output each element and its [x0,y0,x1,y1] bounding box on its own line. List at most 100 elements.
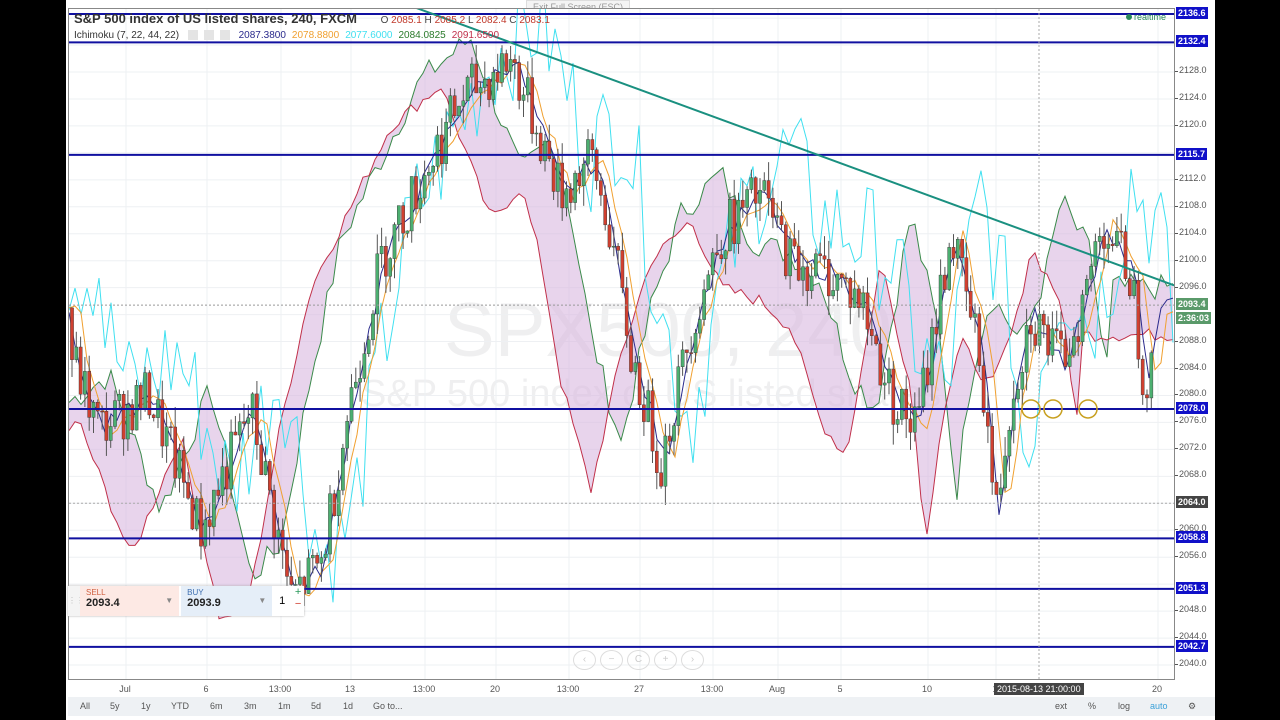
candle-body [358,378,362,383]
candle-body [1024,325,1029,373]
candle-body [298,576,302,585]
candle-body [134,385,139,431]
candle-body [814,253,818,277]
candle-body [775,215,779,218]
candle-body [689,352,693,354]
candle-body [1072,336,1076,356]
chevron-down-icon[interactable]: ▼ [165,596,174,605]
range-button-ytd[interactable]: YTD [171,701,189,711]
range-button-5d[interactable]: 5d [311,701,322,711]
candle-body [229,431,233,490]
last-price-label: 2093.4 [1176,298,1208,311]
candle-body [1110,243,1115,247]
settings-icon[interactable] [187,30,198,41]
candle-body [1127,278,1132,297]
candle-body [1119,230,1123,233]
candle-body [878,343,883,386]
range-button-3m[interactable]: 3m [244,701,257,711]
range-button-5y[interactable]: 5y [110,701,120,711]
candle-body [461,100,466,107]
buy-button[interactable]: BUY 2093.9 ▼ [181,586,273,616]
candle-body [138,385,143,410]
indicator-value: 2091.6500 [451,30,500,41]
candle-body [362,353,367,379]
quantity-input[interactable]: 1 [279,595,286,607]
candle-body [78,346,83,395]
candle-body [332,493,337,517]
candle-body [586,139,590,165]
chevron-down-icon[interactable]: ▼ [258,596,267,605]
indicator-name[interactable]: Ichimoku (7, 22, 44, 22) [74,30,180,41]
time-tick: 10 [921,684,933,694]
sell-button[interactable]: SELL 2093.4 ▼ [80,586,180,616]
scale-toggle-log[interactable]: log [1118,701,1131,711]
candle-body [822,255,827,260]
scroll-right-button[interactable]: › [681,650,704,670]
candle-body [960,238,964,258]
candle-body [758,190,762,204]
trend-line [416,9,1174,287]
trade-panel: ⋮⋮ SELL 2093.4 ▼ BUY 2093.9 ▼ 1 + − [68,586,304,616]
time-tick: Jul [119,684,131,694]
candle-body [1093,241,1098,267]
zoom-in-button[interactable]: + [654,650,677,670]
format-icon[interactable] [203,30,214,41]
price-tick: 2088.0 [1175,334,1207,345]
candle-body [259,444,264,475]
candle-body [624,287,629,336]
indicator-legend: Ichimoku (7, 22, 44, 22) 2087.3800 2078.8… [74,30,511,41]
candle-body [723,250,728,260]
l-label: L [467,15,474,26]
scale-toggle-auto[interactable]: auto [1150,701,1168,711]
close-value: 2083.1 [519,15,550,26]
chart-plot-area[interactable]: SPX500, 240 S&P 500 index of US listed s… [68,8,1175,680]
scroll-left-button[interactable]: ‹ [573,650,596,670]
candle-body [629,335,633,372]
range-button-1m[interactable]: 1m [278,701,291,711]
scale-toggle-ext[interactable]: ext [1055,701,1068,711]
candle-body [667,435,672,442]
candle-body [203,519,208,547]
candle-body [1149,352,1154,399]
candle-body [659,472,663,487]
candle-body [409,176,414,232]
scale-toggle-percent[interactable]: % [1088,701,1097,711]
open-value: 2085.1 [391,15,422,26]
candle-body [405,230,410,234]
price-axis[interactable]: 2128.0 2124.0 2120.0 2112.0 2108.0 2104.0 2100… [1175,7,1215,680]
candle-body [1076,336,1080,342]
range-button-all[interactable]: All [80,701,91,711]
minus-button[interactable]: − [294,598,302,610]
price-tick: 2124.0 [1175,91,1207,102]
candle-body [749,177,754,190]
bottom-toolbar: All 5y 1y YTD 6m 3m 1m 5d 1d Go to... ext% log auto ⚙ [68,697,1215,716]
buy-label: BUY [187,588,204,597]
reset-button[interactable]: C [627,650,650,670]
price-tick: 2040.0 [1175,658,1207,669]
candle-body [448,95,453,123]
candle-body [250,393,255,419]
candle-body [246,417,251,424]
candle-body [1132,280,1136,297]
c-label: C [509,15,517,26]
gear-icon[interactable]: ⚙ [1188,701,1197,711]
zoom-out-button[interactable]: − [600,650,623,670]
plus-button[interactable]: + [294,586,302,598]
highlight-circle [1078,399,1098,419]
close-icon[interactable] [219,30,230,41]
level-label: 2078.0 [1176,401,1208,414]
candle-body [74,346,79,360]
range-button-6m[interactable]: 6m [210,701,223,711]
range-button-goto[interactable]: Go to... [373,701,403,711]
candle-body [293,584,298,586]
time-tick: 13:00 [556,684,580,694]
candle-body [801,266,805,281]
candle-body [100,410,104,413]
candle-body [207,519,212,527]
candle-body [904,388,908,420]
range-button-1d[interactable]: 1d [343,701,354,711]
drag-handle[interactable]: ⋮⋮ [68,586,84,616]
range-button-1y[interactable]: 1y [141,701,151,711]
candle-body [895,419,900,425]
